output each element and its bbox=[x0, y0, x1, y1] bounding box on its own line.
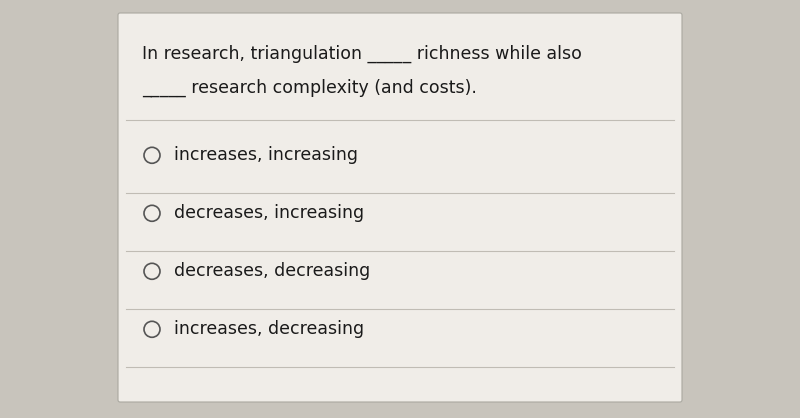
Text: decreases, decreasing: decreases, decreasing bbox=[174, 263, 370, 280]
Text: _____ research complexity (and costs).: _____ research complexity (and costs). bbox=[142, 79, 477, 97]
Text: decreases, increasing: decreases, increasing bbox=[174, 204, 364, 222]
FancyBboxPatch shape bbox=[118, 13, 682, 402]
Text: increases, decreasing: increases, decreasing bbox=[174, 320, 364, 338]
Text: In research, triangulation _____ richness while also: In research, triangulation _____ richnes… bbox=[142, 45, 582, 63]
Text: increases, increasing: increases, increasing bbox=[174, 146, 358, 164]
